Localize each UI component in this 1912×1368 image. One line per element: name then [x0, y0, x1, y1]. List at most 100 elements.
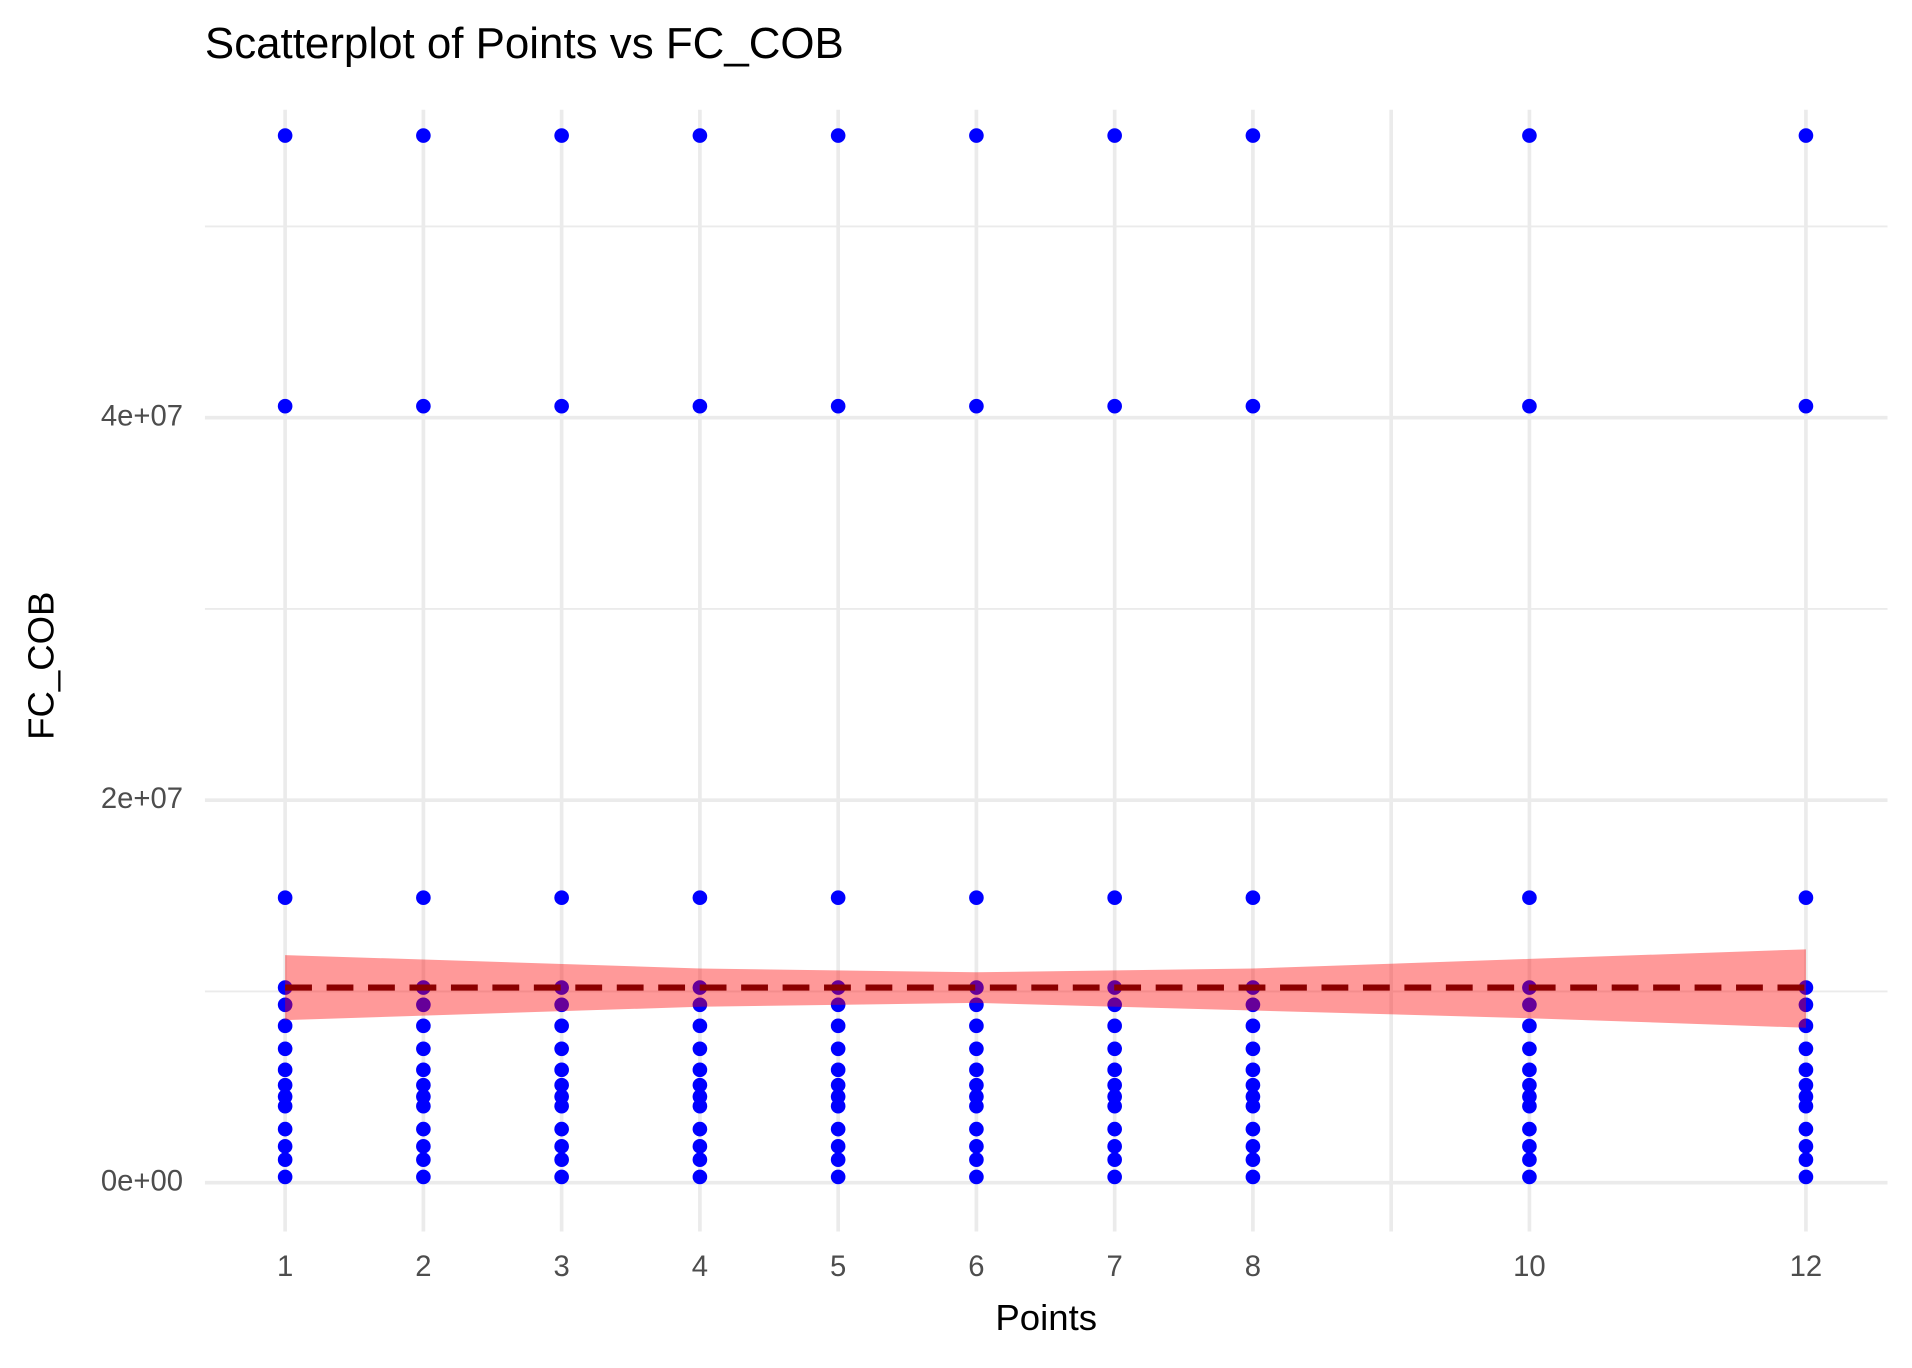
point: [277, 997, 293, 1013]
point: [416, 1121, 431, 1137]
x-tick-label: 7: [1107, 1251, 1123, 1283]
point: [554, 1169, 569, 1185]
point: [692, 1062, 708, 1078]
point: [692, 128, 708, 143]
point: [1522, 1018, 1537, 1034]
point: [1522, 1121, 1537, 1137]
point: [969, 1077, 984, 1093]
point: [1798, 1169, 1814, 1185]
point: [1522, 1152, 1537, 1168]
point: [830, 1018, 846, 1034]
point: [969, 980, 984, 995]
x-tick-label: 8: [1245, 1251, 1261, 1283]
point: [969, 1139, 984, 1154]
y-tick-label: 0e+00: [101, 1165, 183, 1197]
point: [969, 997, 984, 1013]
point: [554, 980, 569, 995]
x-tick-label: 4: [692, 1251, 708, 1283]
point: [1245, 1018, 1261, 1034]
point: [969, 1169, 984, 1185]
point: [1522, 997, 1537, 1013]
point: [692, 1018, 708, 1034]
point: [416, 997, 431, 1013]
point: [969, 128, 984, 143]
point: [1245, 1121, 1261, 1137]
point: [1798, 1077, 1814, 1093]
point: [969, 1041, 984, 1057]
point: [1798, 1152, 1814, 1168]
x-tick-label: 5: [830, 1251, 846, 1283]
point: [1107, 1018, 1122, 1034]
point: [1107, 1062, 1122, 1078]
point: [830, 398, 846, 414]
point: [277, 1098, 293, 1114]
point: [969, 1152, 984, 1168]
point: [692, 1169, 708, 1185]
point: [416, 1018, 431, 1034]
point: [830, 890, 846, 906]
point: [277, 128, 293, 143]
point: [830, 1062, 846, 1078]
point: [692, 997, 708, 1013]
point: [416, 1098, 431, 1114]
point: [969, 1098, 984, 1114]
point: [416, 890, 431, 906]
point: [277, 890, 293, 906]
point: [1245, 997, 1261, 1013]
point: [277, 398, 293, 414]
y-tick-label: 4e+07: [101, 400, 183, 432]
point: [554, 1062, 569, 1078]
point: [969, 1062, 984, 1078]
point: [554, 1018, 569, 1034]
point: [416, 398, 431, 414]
point: [554, 1152, 569, 1168]
point: [1107, 1098, 1122, 1114]
point: [416, 128, 431, 143]
point: [416, 1041, 431, 1057]
point: [277, 1139, 293, 1154]
point: [1522, 1062, 1537, 1078]
point: [277, 1169, 293, 1185]
point: [1798, 1062, 1814, 1078]
point: [1107, 1121, 1122, 1137]
point: [830, 997, 846, 1013]
point: [692, 890, 708, 906]
point: [277, 980, 293, 995]
point: [1107, 1077, 1122, 1093]
point: [1522, 890, 1537, 906]
point: [692, 1121, 708, 1137]
point: [1245, 1098, 1261, 1114]
point: [1522, 1139, 1537, 1154]
point: [277, 1062, 293, 1078]
point: [1798, 997, 1814, 1013]
point: [277, 1041, 293, 1057]
point: [1798, 980, 1814, 995]
point: [969, 890, 984, 906]
x-tick-label: 12: [1790, 1251, 1823, 1283]
point: [692, 1041, 708, 1057]
point: [1798, 1018, 1814, 1034]
point: [554, 890, 569, 906]
point: [830, 1152, 846, 1168]
point: [1107, 1041, 1122, 1057]
point: [554, 1098, 569, 1114]
point: [416, 1077, 431, 1093]
point: [830, 1041, 846, 1057]
point: [1798, 890, 1814, 906]
point: [416, 1062, 431, 1078]
point: [1798, 1041, 1814, 1057]
point: [830, 128, 846, 143]
x-axis-title: Points: [995, 1297, 1097, 1338]
y-tick-label: 2e+07: [101, 783, 183, 815]
x-tick-label: 1: [277, 1251, 293, 1283]
point: [554, 398, 569, 414]
point: [1107, 890, 1122, 906]
point: [277, 1018, 293, 1034]
point: [1245, 1041, 1261, 1057]
point: [1522, 1077, 1537, 1093]
point: [554, 997, 569, 1013]
point: [692, 1077, 708, 1093]
point: [416, 1152, 431, 1168]
point: [277, 1152, 293, 1168]
